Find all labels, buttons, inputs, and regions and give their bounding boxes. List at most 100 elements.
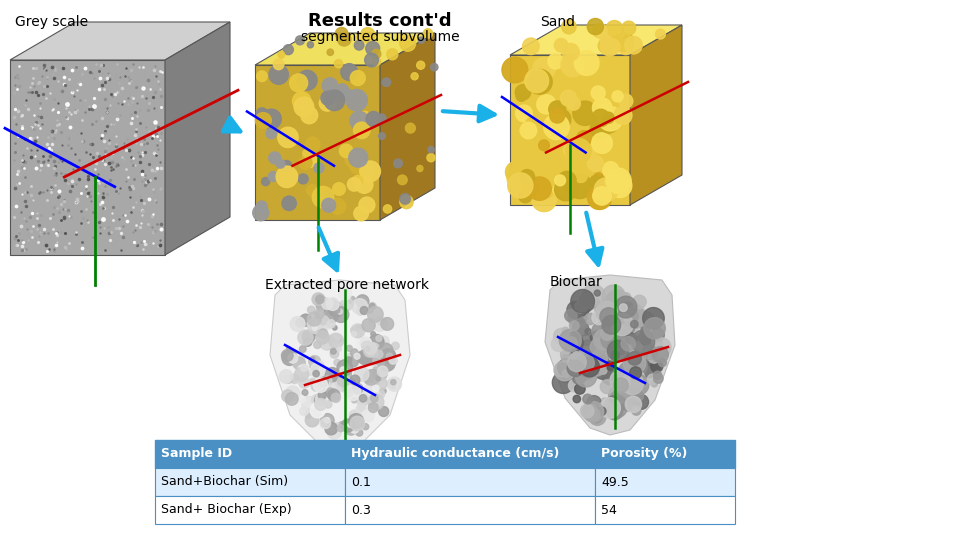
Circle shape [581, 404, 594, 418]
Circle shape [625, 396, 641, 413]
Circle shape [567, 353, 587, 372]
Circle shape [382, 78, 391, 86]
Circle shape [609, 386, 627, 404]
Circle shape [377, 366, 388, 376]
Circle shape [321, 414, 334, 427]
Circle shape [555, 178, 577, 201]
Circle shape [337, 425, 345, 431]
Circle shape [615, 332, 631, 347]
Circle shape [628, 352, 641, 365]
Circle shape [328, 333, 344, 348]
Text: Hydraulic conductance (cm/s): Hydraulic conductance (cm/s) [351, 448, 560, 461]
Circle shape [325, 323, 331, 329]
Circle shape [633, 390, 643, 401]
Circle shape [298, 364, 310, 377]
Circle shape [386, 353, 393, 359]
Circle shape [615, 33, 633, 51]
Circle shape [617, 347, 625, 355]
Circle shape [606, 21, 623, 38]
Bar [155, 496, 345, 524]
Circle shape [326, 373, 342, 389]
Circle shape [575, 301, 588, 313]
Circle shape [372, 316, 388, 332]
Circle shape [346, 357, 352, 363]
Text: Sand+ Biochar (Exp): Sand+ Biochar (Exp) [161, 503, 292, 516]
Circle shape [369, 403, 378, 413]
Circle shape [399, 194, 410, 204]
Circle shape [354, 329, 363, 338]
Circle shape [387, 380, 394, 387]
Circle shape [567, 174, 592, 199]
Text: Biochar: Biochar [550, 275, 603, 289]
Circle shape [369, 334, 384, 349]
Circle shape [335, 28, 348, 40]
Circle shape [600, 114, 618, 133]
Circle shape [378, 343, 393, 357]
Circle shape [367, 343, 379, 355]
Circle shape [612, 36, 623, 47]
Circle shape [313, 378, 327, 393]
Circle shape [568, 335, 584, 351]
Polygon shape [165, 22, 230, 255]
Circle shape [581, 292, 594, 306]
Circle shape [632, 406, 641, 415]
Circle shape [314, 366, 318, 370]
Circle shape [621, 336, 636, 351]
Circle shape [554, 328, 570, 345]
Circle shape [590, 411, 603, 423]
Circle shape [603, 161, 618, 178]
Circle shape [345, 385, 361, 401]
Circle shape [551, 337, 566, 352]
Circle shape [637, 354, 645, 361]
Circle shape [622, 293, 631, 301]
Circle shape [568, 62, 586, 79]
Circle shape [359, 197, 374, 213]
Circle shape [576, 362, 593, 380]
Circle shape [309, 378, 317, 386]
Circle shape [310, 363, 325, 377]
Circle shape [603, 112, 614, 123]
Circle shape [280, 374, 290, 383]
Circle shape [307, 312, 322, 326]
Circle shape [288, 354, 298, 363]
Circle shape [582, 403, 597, 419]
Circle shape [612, 91, 623, 102]
Circle shape [294, 97, 314, 117]
Circle shape [563, 327, 568, 334]
Circle shape [567, 97, 580, 110]
Text: Sample ID: Sample ID [161, 448, 232, 461]
Circle shape [423, 29, 433, 38]
Circle shape [608, 340, 629, 362]
Circle shape [634, 395, 649, 409]
Circle shape [319, 329, 327, 338]
Circle shape [607, 404, 623, 420]
Circle shape [619, 301, 640, 322]
Circle shape [381, 349, 396, 363]
Circle shape [350, 71, 365, 85]
Circle shape [327, 425, 341, 439]
Circle shape [366, 42, 379, 56]
Text: Results cont'd: Results cont'd [308, 12, 452, 30]
Circle shape [255, 113, 272, 129]
Circle shape [582, 352, 603, 373]
Circle shape [620, 306, 637, 323]
Circle shape [383, 205, 392, 213]
Circle shape [369, 302, 376, 310]
Bar [345, 440, 595, 468]
Circle shape [333, 306, 340, 313]
Circle shape [300, 107, 318, 124]
Circle shape [360, 28, 375, 42]
Circle shape [355, 176, 372, 193]
Circle shape [259, 117, 268, 126]
Circle shape [611, 351, 619, 360]
Bar [345, 496, 595, 524]
Circle shape [338, 422, 345, 428]
Circle shape [359, 166, 374, 182]
Circle shape [555, 361, 575, 381]
Circle shape [519, 170, 535, 185]
Circle shape [535, 180, 554, 199]
Circle shape [555, 175, 565, 186]
Circle shape [314, 341, 322, 348]
Circle shape [576, 318, 586, 328]
Circle shape [360, 307, 368, 314]
